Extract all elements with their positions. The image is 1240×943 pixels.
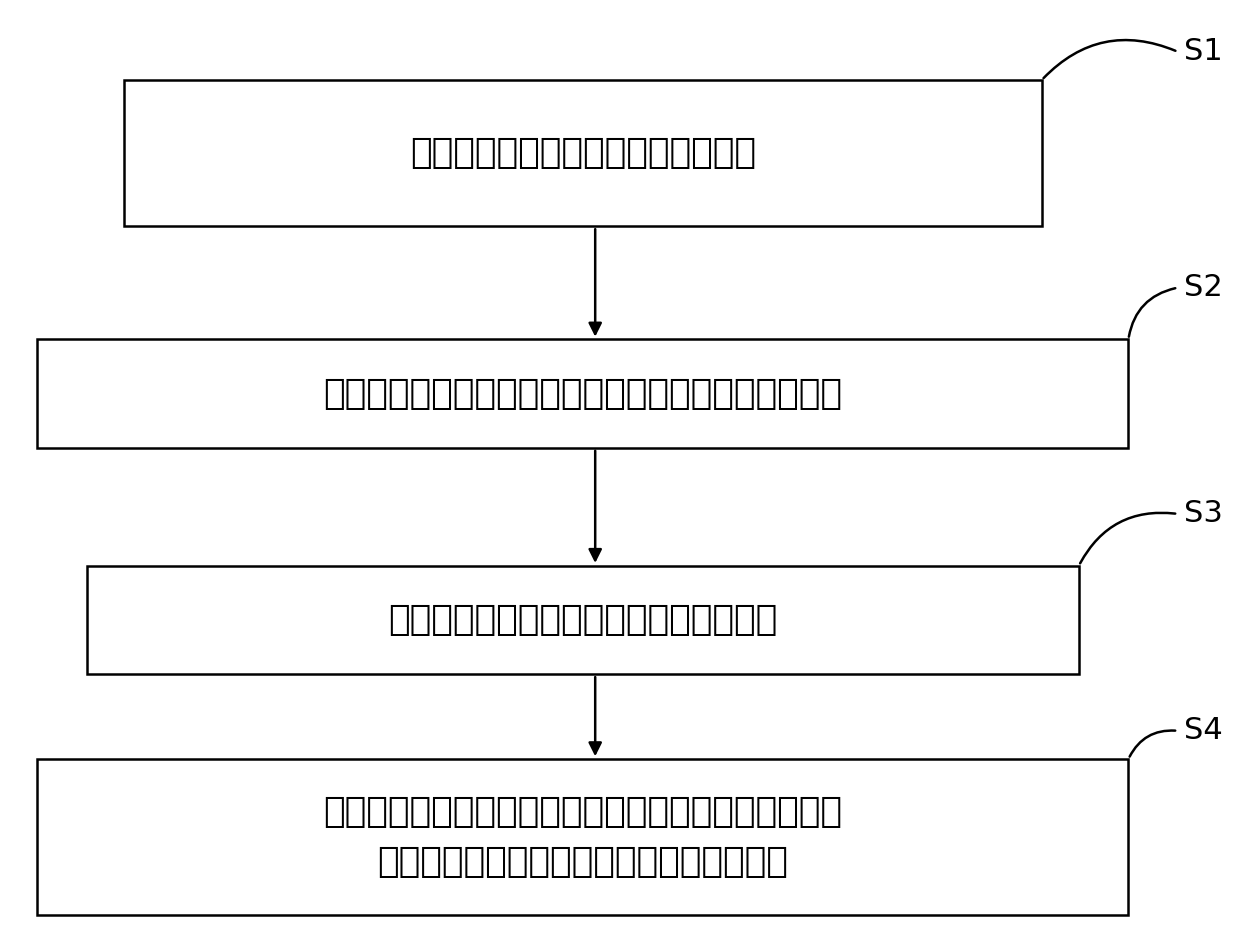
Text: S4: S4 xyxy=(1184,717,1223,745)
Text: 通过输送装置将装有液料的容器输送至所述检测装置处: 通过输送装置将装有液料的容器输送至所述检测装置处 xyxy=(324,376,842,411)
Text: 通过检测装置检测容器内的液料灌装流量: 通过检测装置检测容器内的液料灌装流量 xyxy=(388,603,777,637)
FancyArrowPatch shape xyxy=(1130,731,1176,756)
FancyBboxPatch shape xyxy=(37,339,1128,448)
FancyBboxPatch shape xyxy=(87,566,1079,674)
FancyBboxPatch shape xyxy=(37,759,1128,915)
FancyArrowPatch shape xyxy=(1080,513,1176,563)
FancyBboxPatch shape xyxy=(124,80,1042,226)
Text: S3: S3 xyxy=(1184,500,1223,528)
Text: S2: S2 xyxy=(1184,273,1223,302)
FancyArrowPatch shape xyxy=(1044,40,1176,78)
FancyArrowPatch shape xyxy=(1128,289,1176,337)
Text: 通过灌装装置将液料灌装至一容器内: 通过灌装装置将液料灌装至一容器内 xyxy=(409,136,756,171)
Text: S1: S1 xyxy=(1184,38,1223,66)
Text: 通过抓取装置将灌装不足的容器抓取至补料工位或通过
抓取装置将灌装超重的容器抓取至剔除工位: 通过抓取装置将灌装不足的容器抓取至补料工位或通过 抓取装置将灌装超重的容器抓取至… xyxy=(324,795,842,879)
